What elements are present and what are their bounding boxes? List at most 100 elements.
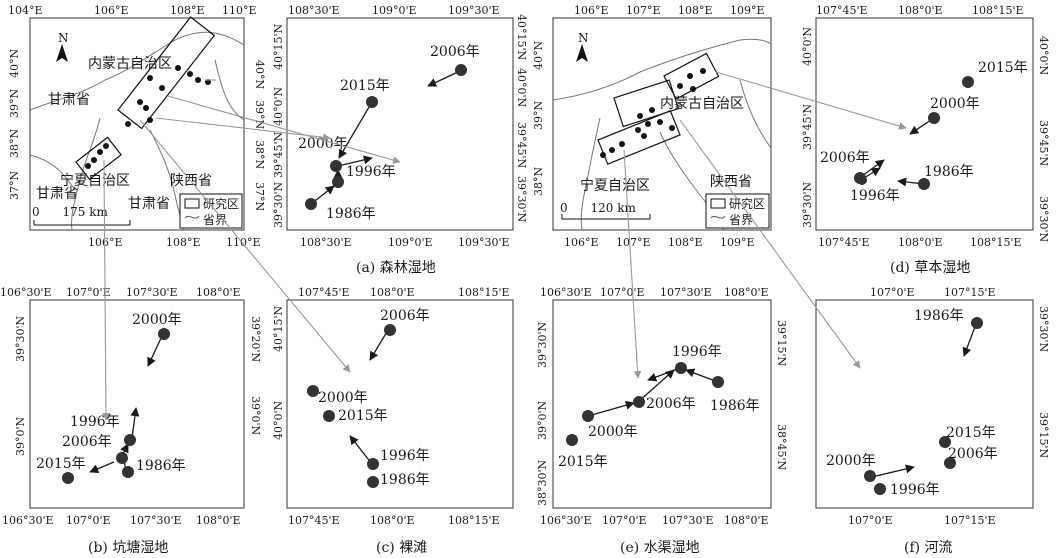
centroid-point — [712, 376, 724, 388]
centroid-point — [122, 466, 134, 478]
year-label: 1996年 — [70, 414, 120, 430]
year-label: 1986年 — [136, 458, 186, 474]
centroid-point — [928, 112, 940, 124]
tick-label: 108°0'E — [724, 514, 769, 527]
centroid-point — [384, 324, 396, 336]
year-label: 2015年 — [36, 456, 86, 472]
tick-label: 38°30'N — [536, 459, 549, 506]
panel-caption: (d) 草本湿地 — [890, 260, 970, 276]
tick-label: 107°0'E — [600, 286, 645, 299]
wetland-sites-2 — [600, 68, 706, 158]
year-label: 2006年 — [646, 396, 696, 412]
year-label: 2015年 — [946, 425, 996, 441]
tick-label: 109°E — [730, 4, 765, 17]
connector-arrow — [167, 95, 401, 164]
year-label: 1996年 — [850, 188, 900, 204]
centroid-point — [874, 483, 886, 495]
panel-caption: (e) 水渠湿地 — [620, 540, 700, 556]
tick-label: 108°15'E — [970, 236, 1022, 249]
tick-label: 39°N — [253, 100, 266, 129]
tick-label: 108°E — [668, 236, 703, 249]
panel-caption: (c) 裸滩 — [376, 540, 427, 556]
connector-arrow — [623, 149, 642, 379]
tick-label: 40°N — [8, 49, 21, 78]
shift-arrow — [349, 435, 373, 465]
tick-label: 39°45'N — [515, 122, 528, 169]
centroid-point — [332, 176, 344, 188]
centroid-point — [962, 76, 974, 88]
north-label-2: N — [578, 31, 589, 45]
panel-f: 107°0'E 107°15'E 107°0'E 107°15'E 39°30'… — [815, 286, 1050, 556]
tick-label: 39°20'N — [249, 316, 262, 363]
tick-label: 110°E — [226, 236, 261, 249]
tick-label: 108°0'E — [370, 514, 415, 527]
panel-f-frame — [815, 299, 1034, 509]
tick-label: 106°E — [88, 236, 123, 249]
province-border-6 — [552, 38, 772, 101]
tick-label: 107°45'E — [816, 4, 868, 17]
scale-label-1: 0 175 km — [32, 205, 109, 219]
panel-a-frame — [286, 17, 514, 231]
scale-label-2: 0 120 km — [560, 201, 637, 215]
tick-label: 106°E — [574, 4, 609, 17]
year-label: 2006年 — [820, 150, 870, 166]
scale-bar-1 — [33, 220, 131, 226]
year-label: 2006年 — [948, 446, 998, 462]
tick-label: 38°N — [532, 167, 545, 196]
tick-label: 39°30'N — [272, 181, 285, 228]
tick-label: 108°E — [170, 4, 205, 17]
year-label: 1986年 — [924, 164, 974, 180]
study-area-box-1 — [117, 16, 216, 130]
tick-label: 107°15'E — [944, 514, 996, 527]
connector-arrow — [155, 117, 331, 142]
tick-label: 39°0'N — [249, 396, 262, 436]
year-label: 2015年 — [978, 60, 1028, 76]
study-area-box-2 — [75, 136, 122, 181]
centroid-point — [62, 472, 74, 484]
province-border-1 — [29, 31, 245, 111]
tick-label: 108°0'E — [196, 286, 241, 299]
shift-arrow — [427, 71, 459, 87]
tick-label: 40°0'N — [272, 86, 285, 126]
centroid-point — [455, 64, 467, 76]
tick-label: 39°30'N — [1037, 196, 1050, 243]
tick-label: 107°0'E — [870, 286, 915, 299]
study-area-box-4 — [613, 79, 680, 128]
tick-label: 37°N — [253, 182, 266, 211]
year-label: 1986年 — [326, 206, 376, 222]
legend-study-area-icon — [184, 198, 200, 209]
year-label: 1996年 — [346, 164, 396, 180]
centroid-point — [918, 178, 930, 190]
tick-label: 107°0'E — [602, 514, 647, 527]
tick-label: 109°0'E — [372, 4, 417, 17]
panel-d: 107°45'E 108°0'E 108°15'E 107°45'E 108°0… — [801, 4, 1050, 276]
tick-label: 39°30'N — [801, 181, 814, 228]
legend-item: 研究区 — [203, 196, 239, 211]
tick-label: 40°0'N — [272, 400, 285, 440]
tick-label: 108°E — [678, 4, 713, 17]
tick-label: 40°15'N — [272, 23, 285, 70]
tick-label: 108°15'E — [448, 514, 500, 527]
shift-arrow — [147, 335, 163, 367]
shift-arrow — [369, 329, 389, 361]
tick-label: 108°0'E — [196, 514, 241, 527]
connector-arrow — [139, 119, 351, 373]
centroid-point — [367, 476, 379, 488]
panel-b-frame — [29, 299, 245, 509]
centroid-point — [864, 470, 876, 482]
centroid-point — [971, 317, 983, 329]
tick-label: 39°15'N — [775, 320, 788, 367]
tick-label: 106°E — [94, 4, 129, 17]
centroid-point — [307, 385, 319, 397]
year-label: 2015年 — [558, 454, 608, 470]
panel-caption: (f) 河流 — [904, 540, 953, 556]
tick-label: 107°45'E — [818, 236, 870, 249]
centroid-point — [939, 436, 951, 448]
tick-label: 40°N — [253, 60, 266, 89]
tick-label: 39°0'N — [536, 400, 549, 440]
centroid-point — [675, 362, 687, 374]
tick-label: 107°45'E — [298, 286, 350, 299]
tick-label: 39°45'N — [1037, 120, 1050, 167]
tick-label: 38°N — [8, 129, 21, 158]
region-label: 内蒙古自治区 — [660, 96, 744, 112]
